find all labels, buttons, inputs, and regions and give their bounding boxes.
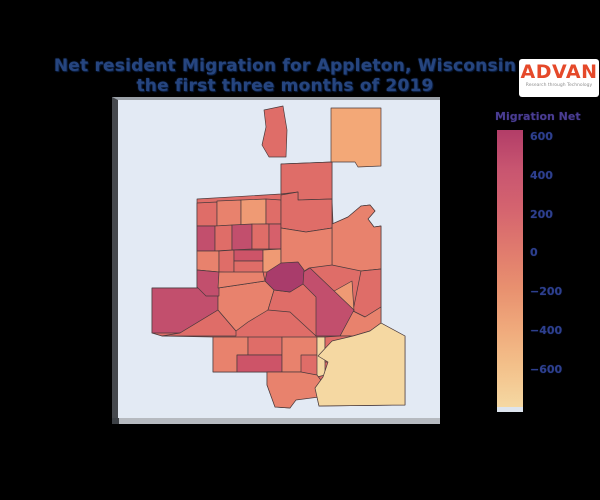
- colorbar-tick-0: 0: [530, 246, 538, 260]
- tract-grid-b5[interactable]: [268, 223, 282, 250]
- tract-grid-b1[interactable]: [196, 225, 216, 252]
- chart-title-line2: the first three months of 2019: [136, 76, 434, 96]
- colorbar-tick-minus600: −600: [530, 362, 563, 376]
- advan-logo-text: ADVAN: [520, 61, 598, 83]
- map-plot-area: [112, 97, 440, 424]
- tract-grid-b3[interactable]: [231, 223, 253, 251]
- tract-west-triangle[interactable]: [161, 309, 237, 337]
- colorbar-tick-minus400: −400: [530, 324, 563, 337]
- tract-north-small[interactable]: [261, 105, 288, 158]
- tract-grid-c2[interactable]: [218, 249, 235, 274]
- chart-title: Net resident Migration for Appleton, Wis…: [30, 56, 540, 96]
- colorbar-below-range-cap: [497, 407, 523, 412]
- colorbar-tick-400: 400: [530, 168, 553, 182]
- tract-grid-a1[interactable]: [196, 201, 218, 227]
- choropleth-map: [151, 105, 406, 409]
- tract-bottom-2[interactable]: [247, 336, 283, 356]
- tract-center-bar-south[interactable]: [233, 260, 264, 274]
- tract-grid-a4[interactable]: [265, 198, 282, 225]
- tract-center-maroon[interactable]: [264, 261, 305, 293]
- advan-logo-tagline: Research through Technology: [525, 82, 593, 88]
- tract-grid-c1[interactable]: [196, 250, 220, 273]
- tract-bottom-south[interactable]: [266, 371, 324, 409]
- tract-northeast-square[interactable]: [330, 107, 382, 168]
- tract-bottom-darkstrip[interactable]: [236, 354, 283, 373]
- tract-west-protrusion[interactable]: [196, 269, 220, 297]
- tract-grid-a2[interactable]: [216, 199, 242, 227]
- tract-grid-a3[interactable]: [240, 198, 267, 226]
- advan-logo: ADVAN Research through Technology: [519, 59, 599, 97]
- tract-center-bar[interactable]: [233, 249, 264, 262]
- colorbar-tick-600: 600: [530, 130, 553, 143]
- chart-title-line1: Net resident Migration for Appleton, Wis…: [53, 56, 517, 76]
- tract-east-hook[interactable]: [331, 204, 382, 272]
- colorbar-gradient: [497, 130, 523, 407]
- colorbar-tick-minus200: −200: [530, 285, 563, 299]
- plot-frame-corner: [112, 418, 119, 424]
- tract-southeast-cream[interactable]: [314, 322, 406, 407]
- colorbar-title: Migration Net: [495, 110, 581, 123]
- colorbar-tick-200: 200: [530, 207, 553, 221]
- tract-grid-b4[interactable]: [251, 223, 270, 250]
- tract-grid-b2[interactable]: [214, 224, 233, 252]
